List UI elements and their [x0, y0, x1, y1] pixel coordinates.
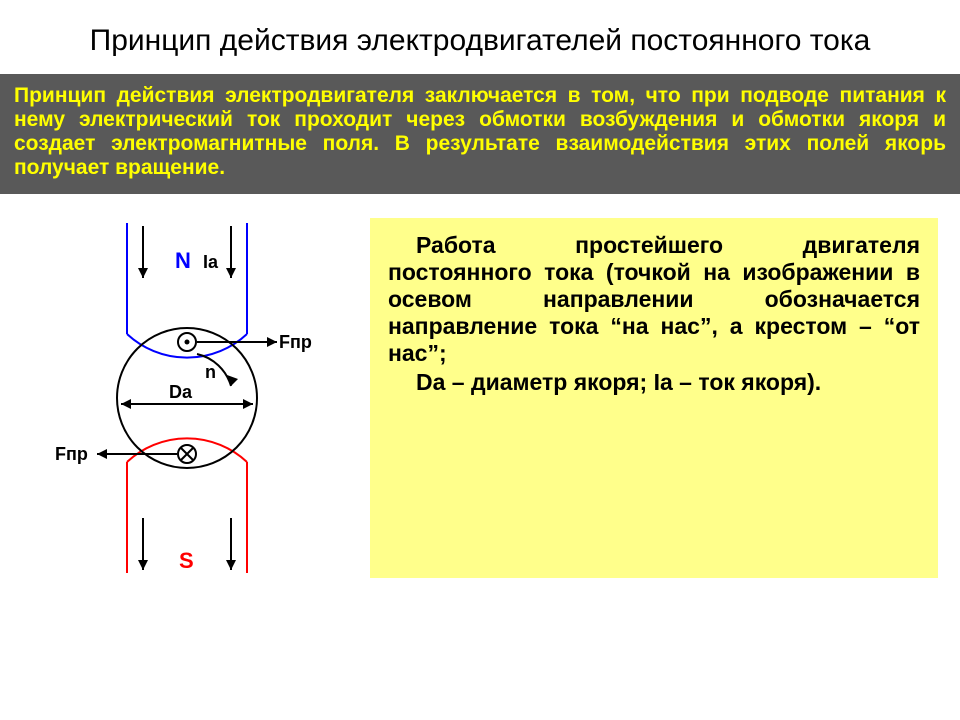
motor-diagram: N S Iа Fпр Fпр n Dа: [37, 218, 337, 578]
svg-text:S: S: [179, 548, 194, 573]
yellow-p2: Da – диаметр якоря; Ia – ток якоря).: [388, 369, 920, 396]
svg-text:Iа: Iа: [203, 252, 219, 272]
svg-text:N: N: [175, 248, 191, 273]
svg-text:Dа: Dа: [169, 382, 193, 402]
yellow-box: Работа простейшего двигателя постоянного…: [370, 218, 938, 578]
svg-text:Fпр: Fпр: [279, 332, 312, 352]
lower-row: N S Iа Fпр Fпр n Dа Работа простейшего двигате…: [0, 194, 960, 578]
diagram-area: N S Iа Fпр Fпр n Dа: [22, 218, 352, 578]
svg-text:n: n: [205, 362, 216, 382]
yellow-p1: Работа простейшего двигателя постоянного…: [388, 232, 920, 367]
svg-text:Fпр: Fпр: [55, 444, 88, 464]
slide-title: Принцип действия электродвигателей посто…: [0, 0, 960, 74]
principle-box: Принцип действия электродвигателя заключ…: [0, 74, 960, 194]
